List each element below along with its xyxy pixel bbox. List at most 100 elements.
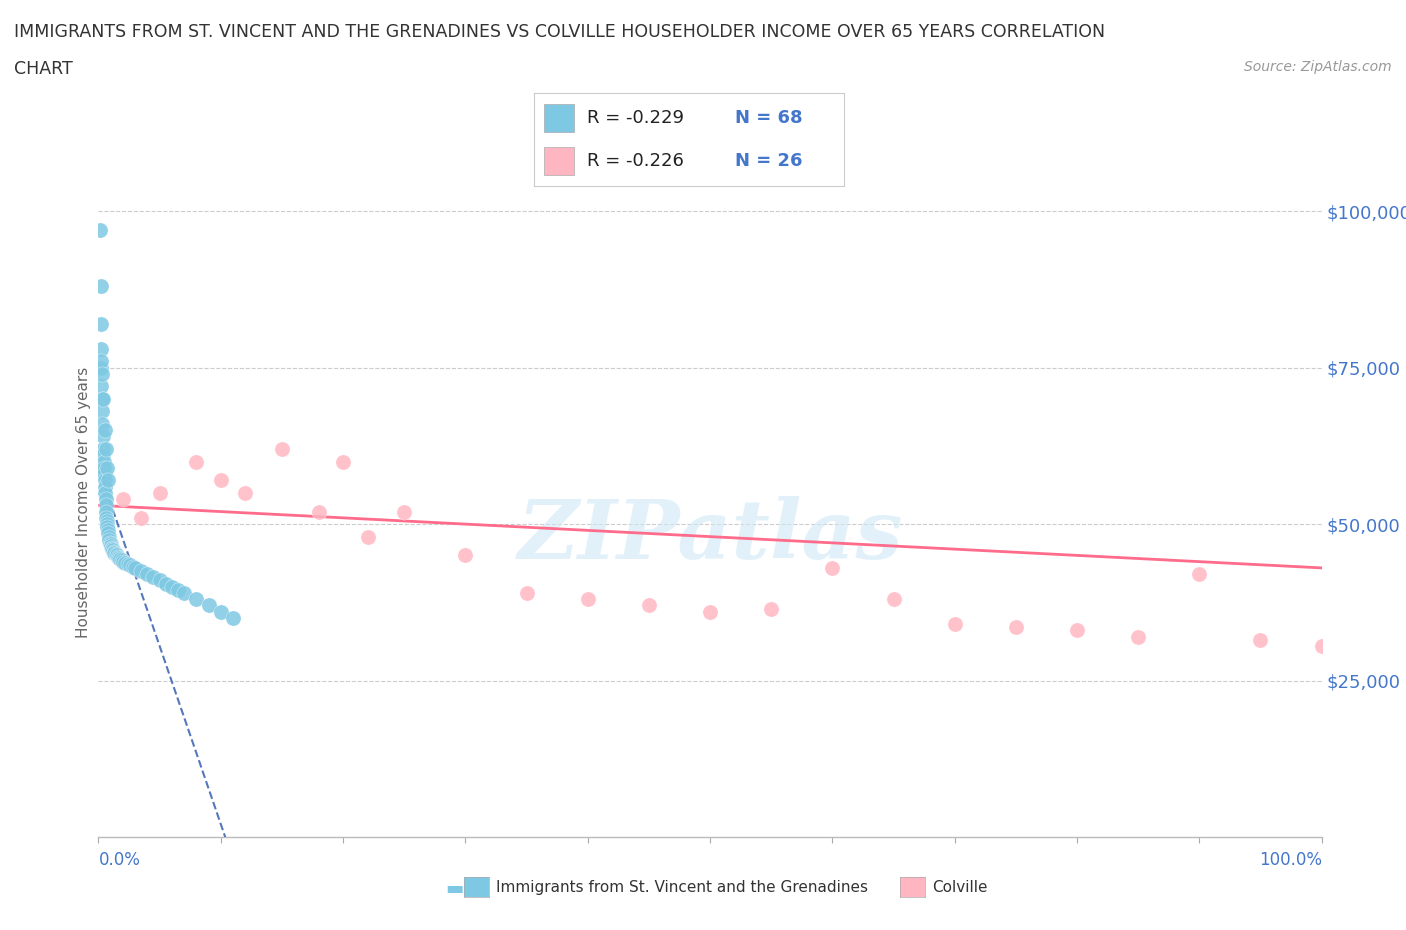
Point [114, 555, 136, 570]
Point [90, 341, 112, 356]
Point [97, 523, 120, 538]
Point [1188, 566, 1211, 581]
Point [356, 529, 378, 544]
Point [91, 448, 114, 463]
Text: N = 68: N = 68 [735, 109, 803, 127]
Point [638, 598, 661, 613]
Point [98, 536, 121, 551]
Point [90, 360, 112, 375]
Point [101, 543, 124, 558]
FancyBboxPatch shape [544, 104, 575, 132]
FancyBboxPatch shape [544, 147, 575, 175]
Point [121, 559, 143, 574]
Point [97, 526, 120, 541]
Point [93, 467, 115, 482]
Point [883, 591, 905, 606]
Point [761, 601, 783, 616]
Point [136, 566, 159, 581]
Text: CHART: CHART [14, 60, 73, 78]
Point [142, 570, 165, 585]
Text: R = -0.229: R = -0.229 [586, 109, 683, 127]
Point [167, 582, 190, 597]
Point [117, 557, 139, 572]
Point [173, 586, 195, 601]
Point [103, 546, 125, 561]
Point [821, 561, 844, 576]
Point [90, 392, 112, 406]
Point [1250, 632, 1272, 647]
Text: Immigrants from St. Vincent and the Grenadines: Immigrants from St. Vincent and the Gren… [496, 880, 869, 895]
Point [94, 485, 117, 500]
Point [516, 586, 538, 601]
Point [103, 544, 125, 559]
Point [101, 541, 124, 556]
Point [97, 529, 120, 544]
Point [107, 550, 129, 565]
Point [104, 547, 127, 562]
Point [91, 392, 114, 406]
Text: 0.0%: 0.0% [98, 851, 141, 869]
Point [120, 558, 142, 573]
Point [94, 492, 117, 507]
Point [155, 576, 177, 591]
Point [1128, 630, 1150, 644]
Point [1066, 623, 1088, 638]
Point [90, 379, 112, 394]
Point [943, 617, 966, 631]
Point [94, 498, 117, 512]
Text: N = 26: N = 26 [735, 152, 803, 170]
Point [270, 442, 294, 457]
Point [93, 423, 115, 438]
Point [129, 564, 152, 578]
Point [392, 504, 416, 519]
Point [160, 579, 183, 594]
Point [93, 454, 115, 469]
Point [96, 460, 118, 475]
Point [91, 404, 114, 418]
Point [91, 429, 114, 444]
Text: ▬: ▬ [446, 879, 464, 897]
Point [197, 598, 219, 613]
Point [149, 573, 172, 588]
Point [91, 442, 114, 457]
Point [91, 366, 114, 381]
Point [105, 548, 128, 563]
Point [1004, 620, 1026, 635]
Point [97, 472, 120, 487]
Point [96, 511, 118, 525]
Point [111, 554, 134, 569]
Point [186, 454, 208, 469]
Point [108, 551, 131, 565]
Point [94, 479, 117, 494]
Point [124, 561, 146, 576]
Point [332, 454, 354, 469]
Text: Colville: Colville [932, 880, 987, 895]
Text: 100.0%: 100.0% [1258, 851, 1322, 869]
Point [1310, 639, 1333, 654]
Point [91, 417, 114, 432]
Point [209, 604, 232, 619]
Point [100, 537, 122, 551]
Point [98, 532, 121, 547]
Point [90, 316, 112, 331]
Point [89, 222, 111, 237]
Point [222, 610, 245, 625]
Point [454, 548, 477, 563]
Point [209, 472, 232, 487]
Point [233, 485, 256, 500]
Point [101, 540, 124, 555]
Text: Source: ZipAtlas.com: Source: ZipAtlas.com [1244, 60, 1392, 74]
Point [100, 538, 122, 553]
Text: IMMIGRANTS FROM ST. VINCENT AND THE GRENADINES VS COLVILLE HOUSEHOLDER INCOME OV: IMMIGRANTS FROM ST. VINCENT AND THE GREN… [14, 23, 1105, 41]
Point [576, 591, 599, 606]
Point [111, 492, 134, 507]
Point [96, 517, 118, 532]
Point [94, 504, 117, 519]
Point [699, 604, 721, 619]
Point [93, 460, 115, 475]
Point [308, 504, 330, 519]
Point [94, 442, 117, 457]
Point [90, 354, 112, 369]
Point [129, 511, 152, 525]
Point [149, 485, 172, 500]
